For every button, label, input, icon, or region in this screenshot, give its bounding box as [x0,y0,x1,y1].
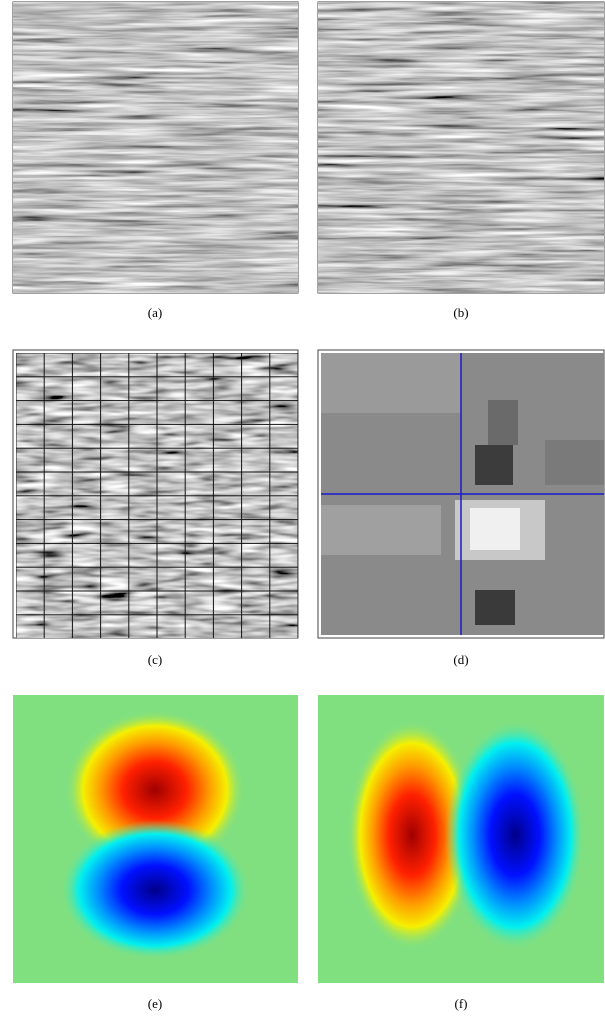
pixel-block [470,508,520,550]
caption-f: (f) [455,996,468,1011]
pixel-block [321,505,441,555]
caption-e: (e) [148,996,162,1011]
pixel-block [545,440,604,485]
seismic-image-b [318,2,604,293]
pixel-image [317,349,605,639]
pixel-block [475,445,513,485]
pixel-block [321,353,461,413]
pixel-block [488,400,518,445]
caption-d: (d) [453,652,468,667]
seismic-image-a [13,2,298,293]
caption-b: (b) [453,305,468,320]
caption-c: (c) [148,652,162,667]
pixel-block [475,590,515,625]
negative-lobe [60,820,250,960]
caption-a: (a) [148,305,162,320]
patch-grid [16,353,298,638]
positive-lobe [347,720,477,950]
negative-lobe [445,720,585,950]
